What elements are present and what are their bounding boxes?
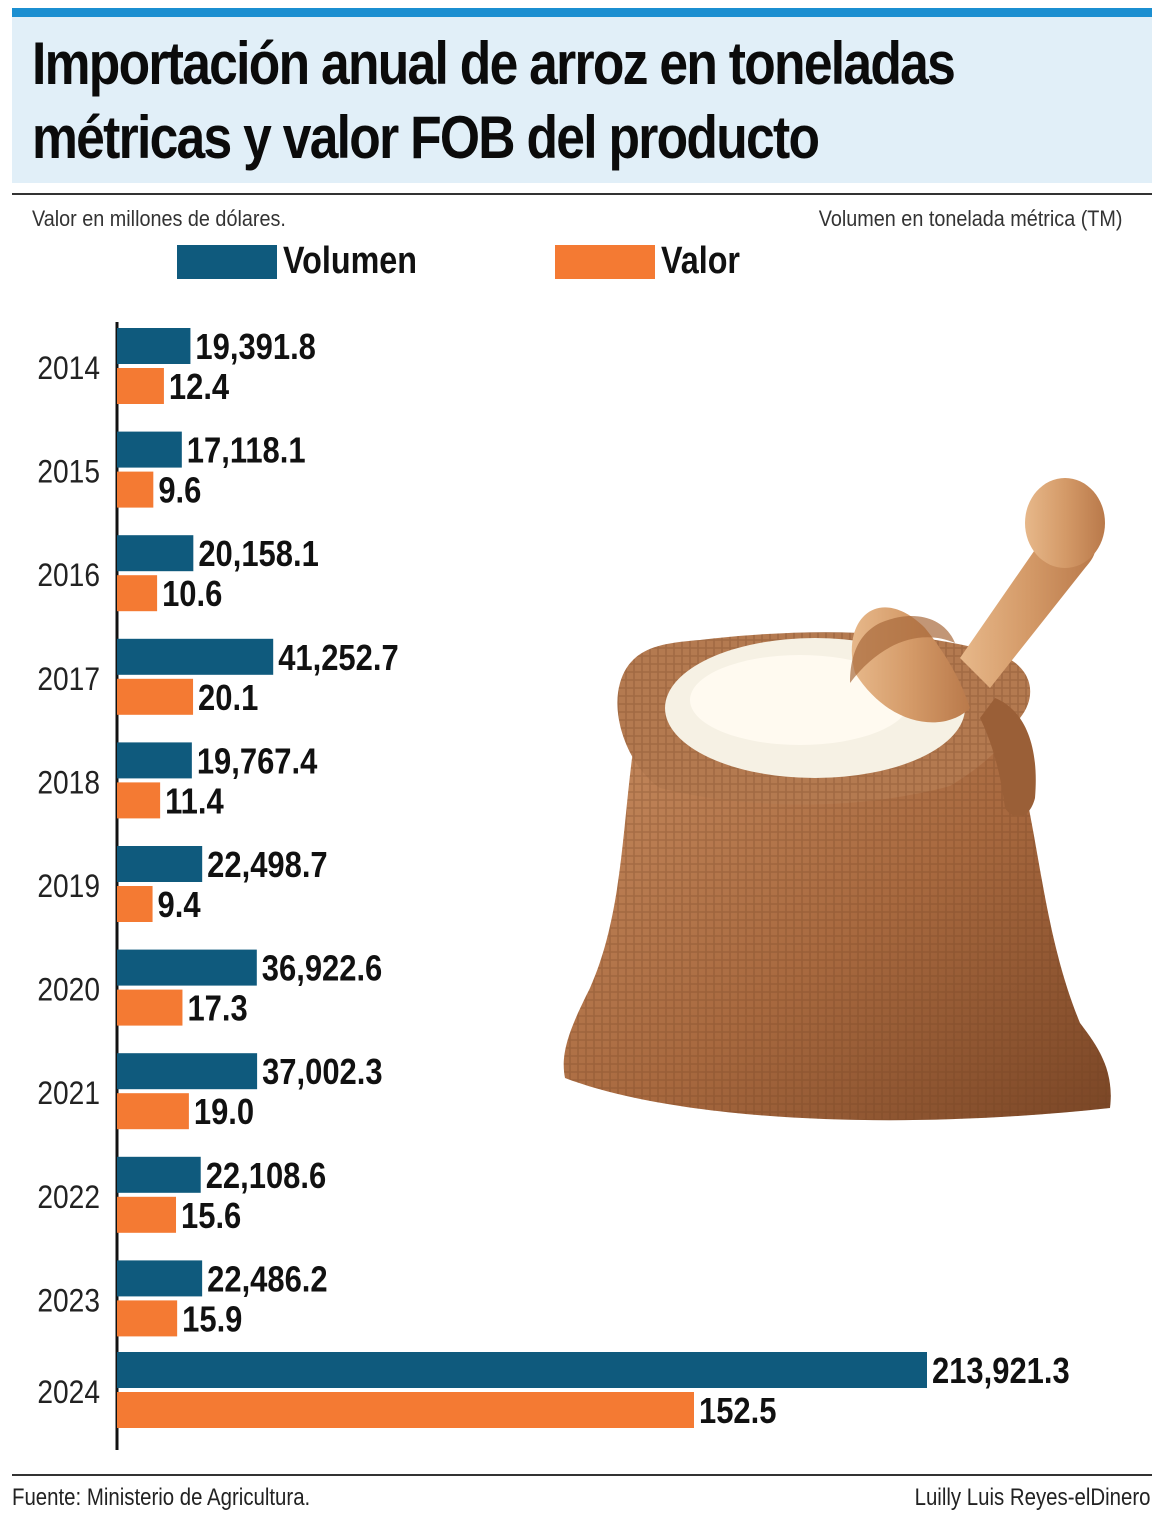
data-label-valor: 12.4 [169, 368, 230, 408]
bar-valor [117, 678, 194, 715]
bar-chart: 19,391.812.4201417,118.19.6201520,158.11… [37, 322, 1070, 1450]
year-tick-label: 2014 [37, 351, 100, 386]
bar-volumen [117, 949, 257, 986]
data-label-volumen: 22,498.7 [207, 846, 327, 886]
bar-valor [117, 575, 158, 612]
data-label-volumen: 36,922.6 [262, 950, 382, 990]
data-label-volumen: 19,767.4 [197, 742, 318, 782]
year-tick-label: 2015 [37, 455, 100, 490]
bar-volumen [117, 431, 182, 468]
data-label-volumen: 22,486.2 [207, 1260, 327, 1300]
data-label-valor: 17.3 [187, 990, 247, 1030]
title-box: Importación anual de arroz en toneladas … [12, 17, 1152, 183]
year-tick-label: 2019 [37, 869, 100, 904]
data-label-volumen: 17,118.1 [187, 432, 306, 472]
legend-label-valor: Valor [661, 240, 741, 282]
bar-volumen [117, 638, 274, 675]
year-tick-label: 2022 [37, 1180, 100, 1215]
rice-sack-illustration [563, 478, 1111, 1121]
data-label-volumen: 213,921.3 [932, 1352, 1070, 1392]
year-tick-label: 2020 [37, 973, 100, 1008]
year-tick-label: 2024 [37, 1375, 100, 1410]
data-label-valor: 9.6 [158, 472, 201, 512]
data-label-volumen: 20,158.1 [198, 535, 318, 575]
bar-valor [117, 1300, 178, 1337]
year-tick-label: 2021 [37, 1077, 100, 1112]
bar-valor [117, 782, 161, 819]
data-label-volumen: 37,002.3 [262, 1053, 382, 1093]
bar-volumen [117, 328, 191, 364]
author-credit: Luilly Luis Reyes-elDinero [914, 1484, 1150, 1511]
bar-volumen [117, 846, 203, 882]
legend-label-volumen: Volumen [283, 240, 417, 282]
source-note: Fuente: Ministerio de Agricultura. [12, 1484, 311, 1511]
bar-volumen [117, 1260, 203, 1297]
bar-volumen [117, 1352, 927, 1388]
data-label-valor: 11.4 [165, 782, 224, 822]
bar-valor [117, 368, 164, 404]
bar-valor [117, 886, 153, 922]
bar-volumen [117, 1156, 201, 1193]
header-top-rule [12, 8, 1152, 17]
chart-title-line-2: métricas y valor FOB del producto [32, 104, 820, 171]
data-label-valor: 15.9 [182, 1300, 242, 1340]
year-tick-label: 2016 [37, 559, 100, 594]
data-label-volumen: 41,252.7 [278, 639, 398, 679]
bar-valor [117, 1392, 694, 1428]
data-label-valor: 19.0 [194, 1093, 254, 1133]
header-divider [12, 193, 1152, 195]
data-label-volumen: 19,391.8 [195, 328, 315, 368]
bar-volumen [117, 1053, 258, 1090]
volume-unit-note: Volumen en tonelada métrica (TM) [818, 206, 1122, 231]
legend-swatch-volumen [177, 245, 277, 279]
bar-volumen [117, 742, 192, 779]
bar-valor [117, 471, 154, 508]
year-tick-label: 2023 [37, 1284, 100, 1319]
bar-valor [117, 1196, 177, 1233]
bar-valor [117, 989, 183, 1026]
data-label-valor: 20.1 [198, 679, 258, 719]
footer-divider [12, 1474, 1152, 1476]
bar-valor [117, 1093, 189, 1130]
data-label-valor: 10.6 [162, 575, 222, 615]
bar-volumen [117, 535, 194, 572]
data-label-volumen: 22,108.6 [206, 1157, 326, 1197]
chart-title: Importación anual de arroz en toneladas … [32, 27, 987, 175]
data-label-valor: 15.6 [181, 1197, 241, 1237]
year-tick-label: 2017 [37, 662, 100, 697]
data-label-valor: 152.5 [699, 1392, 776, 1432]
year-tick-label: 2018 [37, 766, 100, 801]
value-unit-note: Valor en millones de dólares. [32, 206, 286, 231]
legend-swatch-valor [555, 245, 655, 279]
data-label-valor: 9.4 [158, 886, 201, 926]
chart-title-line-1: Importación anual de arroz en toneladas [32, 30, 956, 97]
